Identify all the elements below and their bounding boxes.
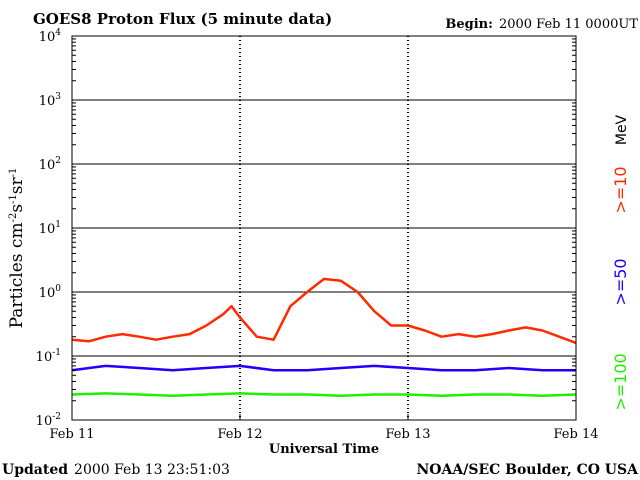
series-line-0 [71, 277, 577, 345]
plot-frame [71, 35, 577, 421]
y-tick-label-3: 101 [39, 220, 61, 237]
x-tick-label-1: Feb 12 [218, 427, 263, 442]
y-axis-label: Particles cm-2s-1sr-1 [7, 168, 27, 329]
series-line-2 [71, 392, 577, 397]
y-ticks: 10-2 10-1 100 101 102 103 104 [36, 28, 576, 429]
series-line-1 [71, 364, 576, 372]
y-tick-label-1: 10-1 [36, 348, 61, 365]
x-axis-label: Universal Time [269, 442, 379, 457]
y-tick-label-2: 100 [39, 284, 62, 301]
begin-time: Begin: 2000 Feb 11 0000UT [445, 17, 638, 32]
legend-unit: MeV [614, 114, 630, 145]
x-tick-label-3: Feb 14 [554, 427, 599, 442]
legend-entry-0: >=10 [611, 166, 630, 213]
y-tick-label-0: 10-2 [36, 412, 61, 429]
updated-time: Updated 2000 Feb 13 23:51:03 [2, 462, 230, 478]
y-tick-label-4: 102 [39, 156, 61, 173]
updated-label: Updated [2, 462, 68, 478]
y-tick-label-5: 103 [39, 92, 62, 109]
gridlines [72, 35, 576, 421]
begin-value: 2000 Feb 11 0000UT [499, 17, 638, 32]
x-tick-label-2: Feb 13 [386, 427, 431, 442]
chart-title: GOES8 Proton Flux (5 minute data) [33, 10, 332, 28]
y-tick-label-6: 104 [39, 28, 62, 45]
x-tick-label-0: Feb 11 [50, 427, 95, 442]
x-ticks: Feb 11 Feb 12 Feb 13 Feb 14 [50, 414, 599, 442]
updated-value: 2000 Feb 13 23:51:03 [74, 462, 230, 478]
legend-entry-2: >=100 [611, 353, 630, 410]
begin-label: Begin: [445, 17, 493, 32]
legend: MeV >=10 >=50 >=100 [611, 114, 630, 410]
series-layer [71, 277, 577, 397]
source-credit: NOAA/SEC Boulder, CO USA [417, 462, 640, 478]
legend-entry-1: >=50 [611, 258, 630, 305]
